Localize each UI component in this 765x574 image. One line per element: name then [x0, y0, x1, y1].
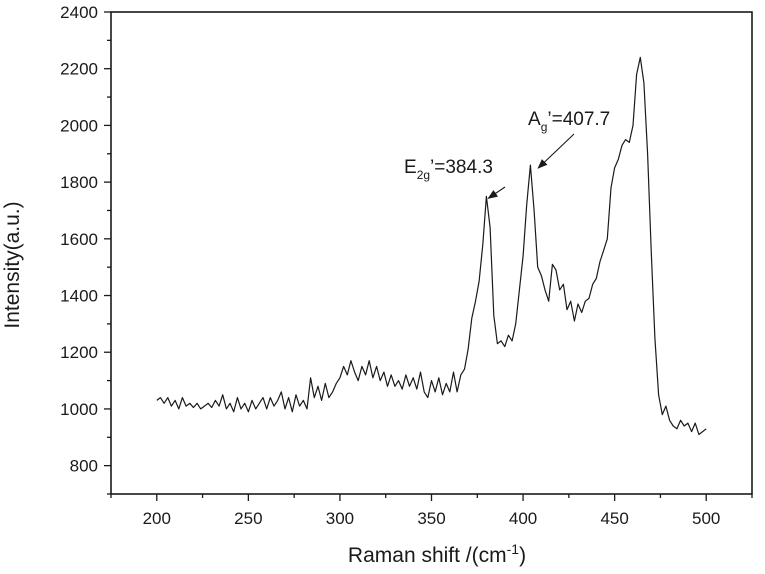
peak-arrow [488, 187, 505, 198]
x-tick-label: 500 [692, 509, 720, 528]
x-tick-label: 450 [600, 509, 628, 528]
x-axis-title-main: Raman shift /(cm [348, 544, 507, 567]
plot-frame [111, 12, 752, 494]
peak-label: E2g’=384.3 [404, 157, 493, 182]
spectrum-line [157, 57, 706, 434]
series-group [157, 57, 706, 434]
x-tick-label: 250 [234, 509, 262, 528]
x-axis-title: Raman shift /(cm-1) [348, 541, 526, 567]
y-tick-label: 2000 [60, 116, 98, 135]
y-tick-label: 1600 [60, 230, 98, 249]
y-tick-label: 800 [70, 457, 98, 476]
x-tick-label: 200 [143, 509, 171, 528]
x-axis-title-end: ) [519, 544, 526, 567]
x-tick-label: 350 [417, 509, 445, 528]
y-tick-label: 1200 [60, 343, 98, 362]
y-tick-label: 1800 [60, 173, 98, 192]
x-tick-label: 300 [326, 509, 354, 528]
y-tick-label: 1400 [60, 287, 98, 306]
y-tick-label: 1000 [60, 400, 98, 419]
x-axis-title-sup: -1 [507, 541, 520, 557]
y-axis-ticks: 800 1000 1200 1400 1600 1800 2000 2200 2400 [60, 3, 111, 494]
plot-border [111, 12, 752, 494]
x-axis-ticks: 200 250 300 350 400 450 500 [111, 494, 752, 528]
y-axis-title: Intensity(a.u.) [1, 201, 24, 328]
peak-annotations: E2g’=384.3 Ag’=407.7 [404, 109, 610, 198]
x-tick-label: 400 [509, 509, 537, 528]
y-tick-label: 2200 [60, 60, 98, 79]
peak-arrow [538, 134, 574, 168]
y-tick-label: 2400 [60, 3, 98, 22]
peak-label: Ag’=407.7 [528, 109, 610, 134]
